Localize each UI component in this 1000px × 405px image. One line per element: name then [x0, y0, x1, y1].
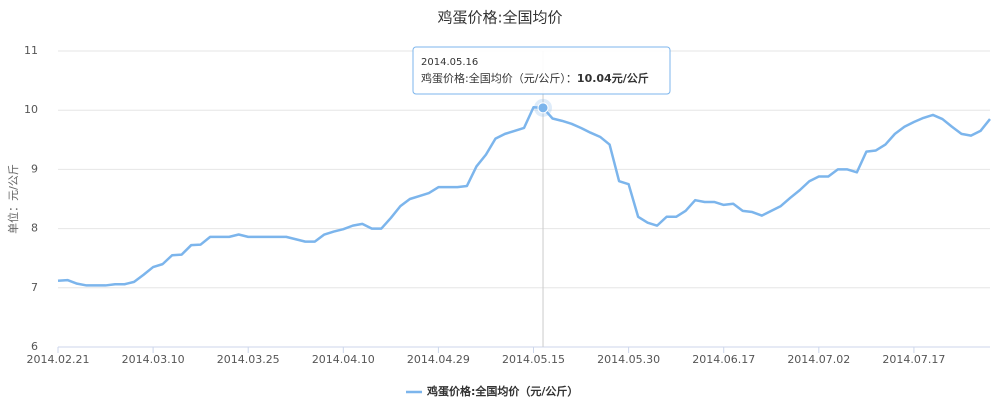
- tooltip-text: 鸡蛋价格:全国均价（元/公斤）：10.04元/公斤: [421, 71, 649, 85]
- x-tick-label: 2014.06.17: [692, 353, 755, 366]
- y-tick-label: 11: [24, 44, 38, 57]
- tooltip: 2014.05.16 鸡蛋价格:全国均价（元/公斤）：10.04元/公斤: [412, 46, 671, 95]
- x-tick-label: 2014.04.29: [407, 353, 470, 366]
- y-tick-label: 6: [31, 340, 38, 353]
- tooltip-box: [412, 46, 671, 95]
- tooltip-value: 10.04元/公斤: [577, 71, 649, 85]
- series-line: [57, 105, 991, 287]
- x-tick-label: 2014.03.25: [217, 353, 280, 366]
- x-tick-label: 2014.07.17: [882, 353, 945, 366]
- x-tick-label: 2014.02.21: [27, 353, 90, 366]
- y-tick-label: 9: [31, 162, 38, 175]
- y-tick-label: 10: [24, 103, 38, 116]
- x-tick-label: 2014.04.10: [312, 353, 375, 366]
- legend-label: 鸡蛋价格:全国均价（元/公斤）: [426, 384, 578, 398]
- y-tick-label: 7: [31, 281, 38, 294]
- chart-title: 鸡蛋价格:全国均价: [437, 9, 562, 27]
- y-axis-label: 单位：元/公斤: [6, 164, 20, 234]
- tooltip-date: 2014.05.16: [421, 57, 478, 68]
- tooltip-series: 鸡蛋价格:全国均价（元/公斤）：: [421, 71, 577, 85]
- x-tick-label: 2014.05.30: [597, 353, 660, 366]
- x-tick-label: 2014.03.10: [122, 353, 185, 366]
- legend: 鸡蛋价格:全国均价（元/公斤）: [406, 384, 578, 398]
- y-tick-label: 8: [31, 222, 38, 235]
- x-tick-label: 2014.05.15: [502, 353, 565, 366]
- x-tick-label: 2014.07.02: [787, 353, 850, 366]
- highlight-point: [537, 102, 549, 114]
